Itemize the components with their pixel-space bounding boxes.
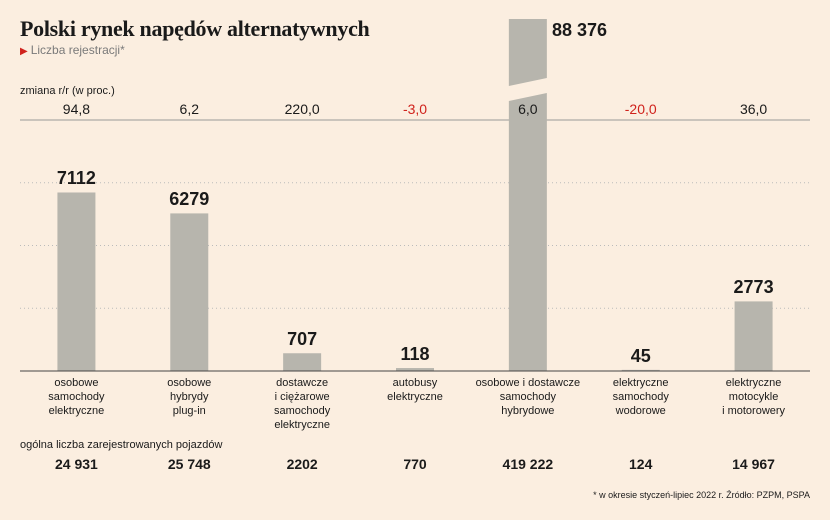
- bar: [57, 192, 96, 371]
- category-label: osobowe i dostawcze samochody hybrydowe: [475, 377, 581, 417]
- total-value: 24 931: [55, 456, 98, 472]
- yoy-value: 6,2: [179, 101, 200, 117]
- bar-value-label: 88 376: [552, 20, 608, 40]
- yoy-value: 6,0: [518, 101, 538, 117]
- bar-value-label: 7112: [56, 168, 96, 189]
- yoy-label: zmiana r/r (w proc.): [20, 85, 115, 97]
- totals-label: ogólna liczba zarejestrowanych pojazdów: [20, 439, 223, 451]
- category-label: osobowe samochody elektryczne: [48, 377, 105, 417]
- total-value: 14 967: [732, 456, 775, 472]
- subtitle-text: Liczba rejestracji*: [30, 43, 125, 57]
- bar: [170, 213, 209, 371]
- bar-value-label: 118: [400, 344, 430, 365]
- total-value: 25 748: [167, 456, 211, 472]
- category-label: dostawcze i ciężarowe samochody elektryc…: [274, 377, 331, 431]
- total-value: 2202: [286, 456, 318, 472]
- bar: [508, 93, 547, 371]
- chart-title: Polski rynek napędów alternatywnych: [20, 16, 370, 41]
- yoy-value: -3,0: [402, 101, 428, 117]
- yoy-value: -20,0: [624, 101, 657, 117]
- category-label: elektryczne motocykle i motorowery: [722, 377, 786, 417]
- bar: [621, 369, 660, 371]
- yoy-value: 220,0: [284, 101, 320, 117]
- bar-value-label: 2773: [733, 277, 774, 298]
- total-value: 770: [403, 456, 427, 472]
- bar-break-top: [508, 19, 547, 86]
- yoy-value: 94,8: [62, 101, 91, 117]
- bar: [283, 353, 322, 371]
- bar-value-label: 45: [630, 345, 651, 366]
- total-value: 124: [629, 456, 653, 472]
- bar: [734, 301, 773, 371]
- triangle-marker-icon: ▶: [20, 46, 28, 57]
- footnote: * w okresie styczeń-lipiec 2022 r. Źródł…: [593, 490, 810, 500]
- bar-value-label: 707: [287, 329, 318, 350]
- chart-subtitle: ▶ Liczba rejestracji*: [20, 43, 125, 57]
- category-label: osobowe hybrydy plug-in: [167, 377, 212, 417]
- category-label: autobusy elektryczne: [387, 377, 443, 403]
- bar: [396, 368, 434, 371]
- total-value: 419 222: [502, 456, 554, 472]
- bar-value-label: 6279: [169, 189, 210, 210]
- category-label: elektryczne samochody wodorowe: [612, 377, 669, 417]
- yoy-value: 36,0: [739, 101, 768, 117]
